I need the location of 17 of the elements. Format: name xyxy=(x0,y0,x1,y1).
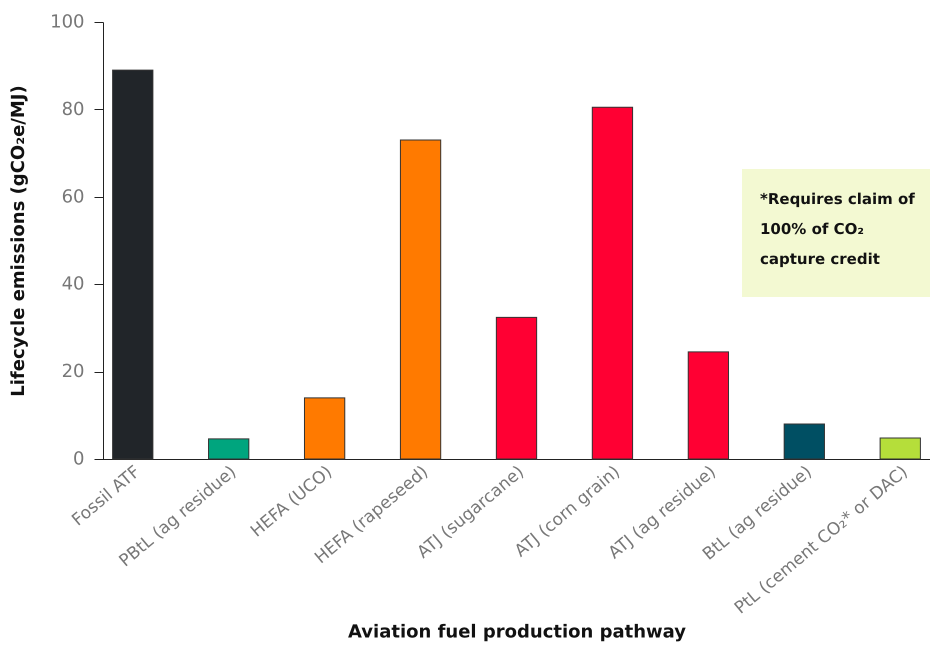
bar xyxy=(592,106,634,460)
bar xyxy=(208,438,250,460)
y-tick-label: 20 xyxy=(62,361,84,382)
bar xyxy=(304,397,346,460)
y-axis-title: Lifecycle emissions (gCO₂e/MJ) xyxy=(8,85,30,397)
bar xyxy=(784,424,825,460)
y-tick-label: 80 xyxy=(62,98,84,120)
bar xyxy=(688,351,730,460)
bar xyxy=(400,139,442,460)
y-tick-label: 60 xyxy=(62,186,84,208)
annotation: *Requires claim of 100% of CO₂ capture credit xyxy=(760,189,916,270)
x-axis-title: Aviation fuel production pathway xyxy=(348,622,686,642)
y-tick-label: 100 xyxy=(50,12,84,32)
bar xyxy=(496,316,538,460)
bar xyxy=(880,438,921,460)
y-tick-label: 0 xyxy=(73,448,84,470)
y-tick-label: 40 xyxy=(62,274,84,295)
